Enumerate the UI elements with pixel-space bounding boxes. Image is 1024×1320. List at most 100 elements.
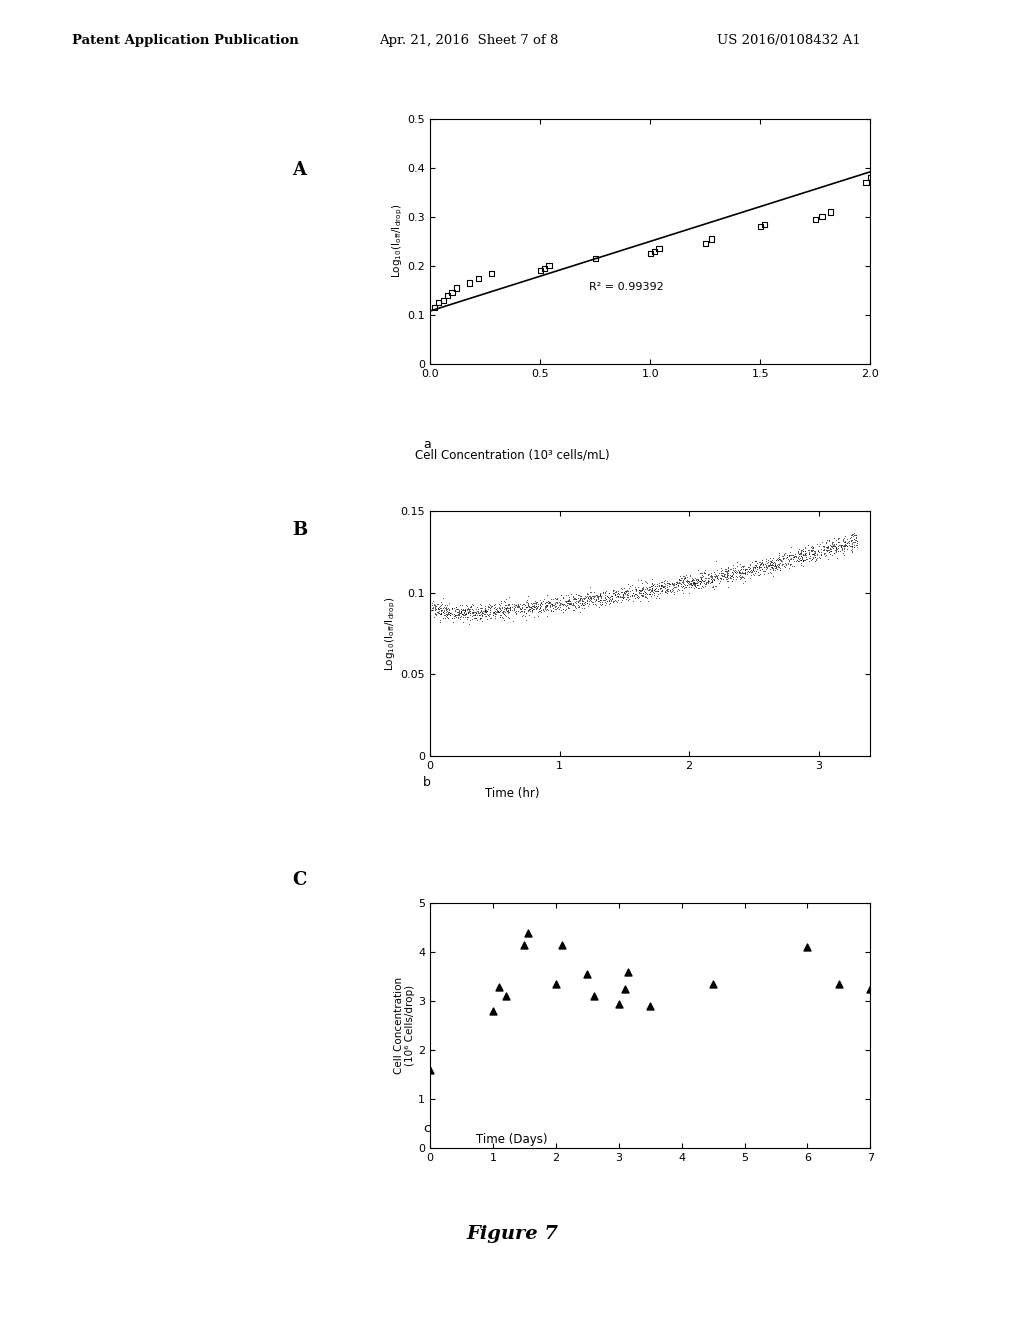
Point (430, 598, 446, 619)
Point (821, 529, 838, 550)
Point (497, 591, 513, 612)
Point (506, 594, 522, 615)
Point (510, 593, 526, 614)
Point (620, 579, 636, 601)
Point (572, 587, 589, 609)
Point (532, 591, 549, 612)
Point (651, 576, 668, 597)
Point (719, 560, 735, 581)
Point (742, 564, 759, 585)
Point (569, 594, 586, 615)
Point (639, 587, 655, 609)
Point (555, 602, 571, 623)
Point (437, 598, 454, 619)
Text: Patent Application Publication: Patent Application Publication (72, 34, 298, 48)
Point (732, 569, 749, 590)
Point (755, 553, 771, 574)
Point (502, 598, 518, 619)
Point (548, 589, 564, 610)
Point (655, 570, 672, 591)
Point (454, 598, 470, 619)
Point (806, 544, 822, 565)
Point (433, 599, 450, 620)
Point (427, 603, 443, 624)
Point (474, 602, 490, 623)
Point (642, 583, 658, 605)
Point (441, 598, 458, 619)
Point (600, 586, 616, 607)
Point (823, 536, 840, 557)
Point (836, 539, 852, 560)
Point (502, 597, 518, 618)
Point (436, 598, 453, 619)
Point (430, 597, 446, 618)
Point (568, 589, 585, 610)
Point (749, 557, 765, 578)
Point (469, 605, 485, 626)
Point (632, 581, 648, 602)
Point (579, 593, 595, 614)
Point (566, 587, 583, 609)
Point (760, 554, 776, 576)
Point (847, 529, 863, 550)
Point (782, 548, 799, 569)
Point (436, 603, 453, 624)
Point (790, 541, 806, 562)
Point (838, 535, 854, 556)
Point (744, 557, 761, 578)
Point (521, 605, 538, 626)
Point (691, 570, 708, 591)
Point (569, 590, 586, 611)
Point (438, 605, 455, 626)
Point (728, 561, 744, 582)
Point (575, 595, 592, 616)
Point (842, 527, 858, 548)
Point (695, 573, 712, 594)
Point (793, 549, 809, 570)
Point (725, 562, 741, 583)
Point (462, 597, 478, 618)
Point (797, 543, 813, 564)
Point (441, 603, 458, 624)
Point (780, 544, 797, 565)
Point (467, 605, 483, 626)
Point (548, 595, 564, 616)
Point (609, 581, 626, 602)
Point (768, 556, 784, 577)
Point (702, 572, 719, 593)
Point (737, 560, 754, 581)
Point (542, 591, 558, 612)
Point (549, 598, 565, 619)
Point (827, 533, 844, 554)
Point (567, 595, 584, 616)
Point (710, 565, 726, 586)
Point (815, 536, 831, 557)
Point (476, 601, 493, 622)
Point (527, 595, 544, 616)
Point (543, 599, 559, 620)
Point (631, 579, 647, 601)
Point (539, 595, 555, 616)
Point (507, 602, 523, 623)
Point (480, 603, 497, 624)
Point (519, 591, 536, 612)
Point (757, 553, 773, 574)
Point (545, 594, 561, 615)
Point (758, 554, 774, 576)
Point (500, 597, 516, 618)
Point (692, 573, 709, 594)
Point (646, 240, 663, 261)
Point (689, 574, 706, 595)
Point (439, 603, 456, 624)
Point (843, 529, 859, 550)
Point (725, 554, 741, 576)
Point (451, 599, 467, 620)
Point (615, 587, 632, 609)
Point (555, 586, 571, 607)
Point (449, 597, 465, 618)
Point (689, 569, 706, 590)
Point (593, 587, 609, 609)
Point (827, 536, 844, 557)
Point (457, 606, 473, 627)
Point (634, 579, 650, 601)
